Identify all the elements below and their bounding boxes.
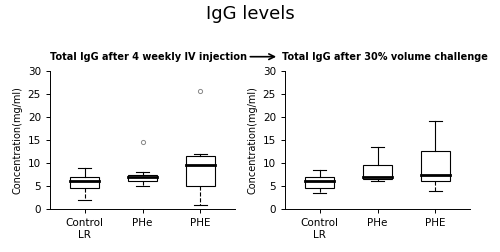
Y-axis label: Concentration(mg/ml): Concentration(mg/ml) bbox=[12, 86, 22, 194]
Bar bbox=[421, 151, 450, 181]
Bar bbox=[70, 177, 99, 188]
Text: Total IgG after 30% volume challenge: Total IgG after 30% volume challenge bbox=[282, 52, 488, 62]
Bar bbox=[363, 165, 392, 179]
Y-axis label: Concentration(mg/ml): Concentration(mg/ml) bbox=[247, 86, 257, 194]
Text: Total IgG after 4 weekly IV injection: Total IgG after 4 weekly IV injection bbox=[50, 52, 247, 62]
Text: IgG levels: IgG levels bbox=[206, 5, 294, 23]
Bar bbox=[186, 156, 215, 186]
Bar bbox=[128, 174, 157, 181]
Bar bbox=[305, 177, 334, 188]
